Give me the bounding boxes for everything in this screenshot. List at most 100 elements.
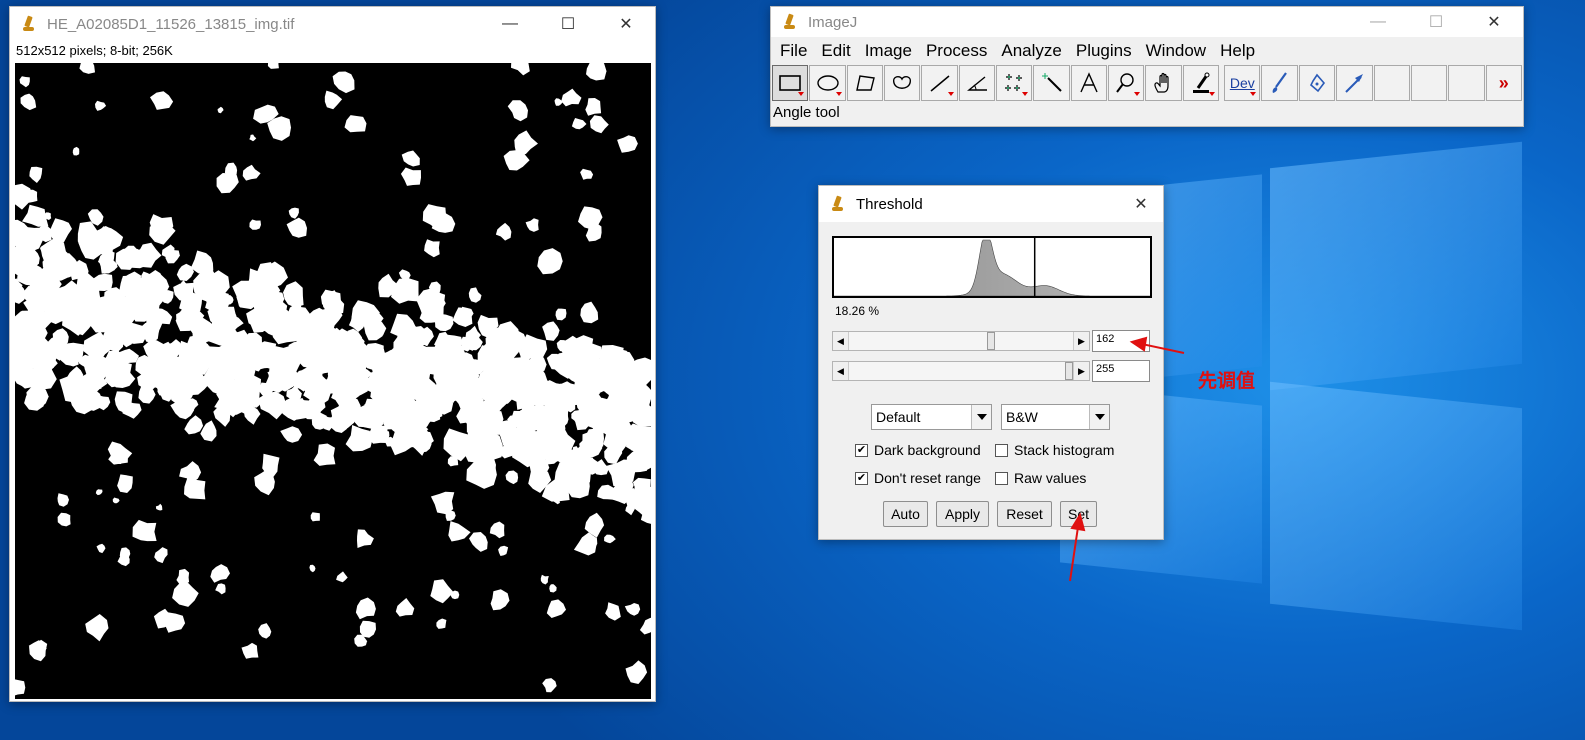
menu-plugins[interactable]: Plugins (1075, 41, 1132, 60)
image-info: 512x512 pixels; 8-bit; 256K (16, 43, 173, 58)
maximize-button[interactable]: ☐ (560, 16, 576, 33)
auto-button[interactable]: Auto (883, 501, 928, 527)
image-canvas[interactable] (15, 63, 651, 699)
cell-blob (105, 350, 129, 376)
maximize-button[interactable]: ☐ (1428, 14, 1444, 31)
cell-blob (248, 345, 260, 356)
cell-blob (267, 300, 289, 322)
chevron-down-icon[interactable] (971, 405, 991, 429)
chevron-down-icon[interactable] (1089, 405, 1109, 429)
cell-blob (107, 441, 133, 464)
cell-blob (477, 314, 499, 339)
menu-file[interactable]: File (780, 41, 808, 60)
raw-values-checkbox[interactable]: Raw values (995, 470, 1086, 486)
cell-blob (395, 598, 415, 617)
polygon-tool[interactable] (846, 65, 884, 101)
dark-background-checkbox[interactable]: ✔ Dark background (855, 442, 981, 458)
brush-tool[interactable] (1261, 65, 1298, 101)
close-button[interactable]: ✕ (1134, 196, 1148, 213)
checkbox-box[interactable] (995, 471, 1008, 485)
threshold-titlebar[interactable]: Threshold ✕ (819, 186, 1163, 222)
imagej-titlebar[interactable]: ImageJ — ☐ ✕ (771, 7, 1523, 37)
arrow-tool[interactable] (1336, 65, 1373, 101)
wand-tool[interactable] (1033, 65, 1070, 101)
eyedropper-tool[interactable] (1182, 65, 1220, 101)
oval-tool[interactable] (809, 65, 846, 101)
empty-tool-slot (1373, 65, 1410, 101)
cell-blob (135, 354, 152, 375)
max-threshold-field[interactable]: 255 (1092, 360, 1150, 382)
line-tool[interactable] (921, 65, 958, 101)
cell-blob (378, 273, 399, 298)
slider-left-arrow[interactable]: ◀ (833, 362, 849, 380)
checkbox-label: Dark background (874, 442, 981, 458)
cell-blob (176, 568, 190, 585)
more-tools-button[interactable]: » (1485, 65, 1522, 101)
cell-blob (511, 63, 530, 76)
cell-blob (223, 295, 234, 305)
cell-blob (490, 589, 510, 611)
menu-edit[interactable]: Edit (821, 41, 851, 60)
display-dropdown[interactable]: B&W (1001, 404, 1110, 430)
cell-blob (385, 436, 397, 447)
slider-left-arrow[interactable]: ◀ (833, 332, 849, 350)
min-threshold-slider[interactable]: ◀ ▶ (832, 331, 1090, 351)
developer-menu-tool[interactable]: Dev (1224, 65, 1261, 101)
flood-fill-tool[interactable] (1298, 65, 1336, 101)
cell-blob (107, 293, 127, 311)
checkbox-box[interactable]: ✔ (855, 471, 868, 485)
close-button[interactable]: ✕ (1487, 14, 1501, 31)
slider-thumb[interactable] (1065, 362, 1073, 380)
cell-blob (287, 403, 301, 416)
dont-reset-range-checkbox[interactable]: ✔ Don't reset range (855, 470, 981, 486)
menu-analyze[interactable]: Analyze (1001, 41, 1062, 60)
magnifier-tool[interactable] (1108, 65, 1145, 101)
reset-button[interactable]: Reset (997, 501, 1052, 527)
slider-right-arrow[interactable]: ▶ (1073, 332, 1089, 350)
angle-tool[interactable] (958, 65, 996, 101)
menu-process[interactable]: Process (925, 41, 988, 60)
cell-blob (639, 617, 651, 635)
set-button[interactable]: Set (1060, 501, 1097, 527)
slider-right-arrow[interactable]: ▶ (1073, 362, 1089, 380)
menu-window[interactable]: Window (1145, 41, 1207, 60)
cell-blob (265, 366, 289, 393)
cell-blob (286, 306, 311, 325)
freehand-tool[interactable] (884, 65, 921, 101)
rectangle-tool[interactable] (772, 65, 809, 101)
minimize-button[interactable]: — (1370, 13, 1386, 30)
cell-blob (136, 242, 162, 268)
cell-blob (44, 304, 65, 325)
checkbox-box[interactable] (995, 443, 1008, 457)
hand-tool[interactable] (1145, 65, 1182, 101)
cell-blob (447, 456, 459, 467)
cell-blob (93, 273, 113, 291)
cell-blob (521, 334, 548, 367)
cell-blob (256, 262, 281, 292)
cell-blob (448, 521, 471, 542)
menu-image[interactable]: Image (864, 41, 912, 60)
cell-blob (485, 338, 512, 368)
multipoint-tool[interactable] (996, 65, 1033, 101)
text-tool[interactable] (1070, 65, 1108, 101)
cell-blob (278, 358, 296, 373)
cell-blob (614, 468, 634, 484)
minimize-button[interactable]: — (502, 15, 518, 32)
method-value: Default (876, 409, 921, 425)
checkbox-box[interactable]: ✔ (855, 443, 868, 457)
cell-blob (381, 349, 397, 366)
cell-blob (582, 458, 600, 475)
stack-histogram-checkbox[interactable]: Stack histogram (995, 442, 1114, 458)
menu-help[interactable]: Help (1220, 41, 1256, 60)
close-button[interactable]: ✕ (619, 16, 633, 33)
cell-blob (575, 372, 602, 394)
method-dropdown[interactable]: Default (871, 404, 992, 430)
threshold-histogram (832, 236, 1152, 298)
slider-thumb[interactable] (987, 332, 995, 350)
min-threshold-field[interactable]: 162 (1092, 330, 1150, 352)
max-threshold-slider[interactable]: ◀ ▶ (832, 361, 1090, 381)
image-window-titlebar[interactable]: HE_A02085D1_11526_13815_img.tif — ☐ ✕ (10, 7, 655, 41)
checkbox-label: Don't reset range (874, 470, 981, 486)
cell-blob (400, 431, 419, 448)
apply-button[interactable]: Apply (936, 501, 989, 527)
